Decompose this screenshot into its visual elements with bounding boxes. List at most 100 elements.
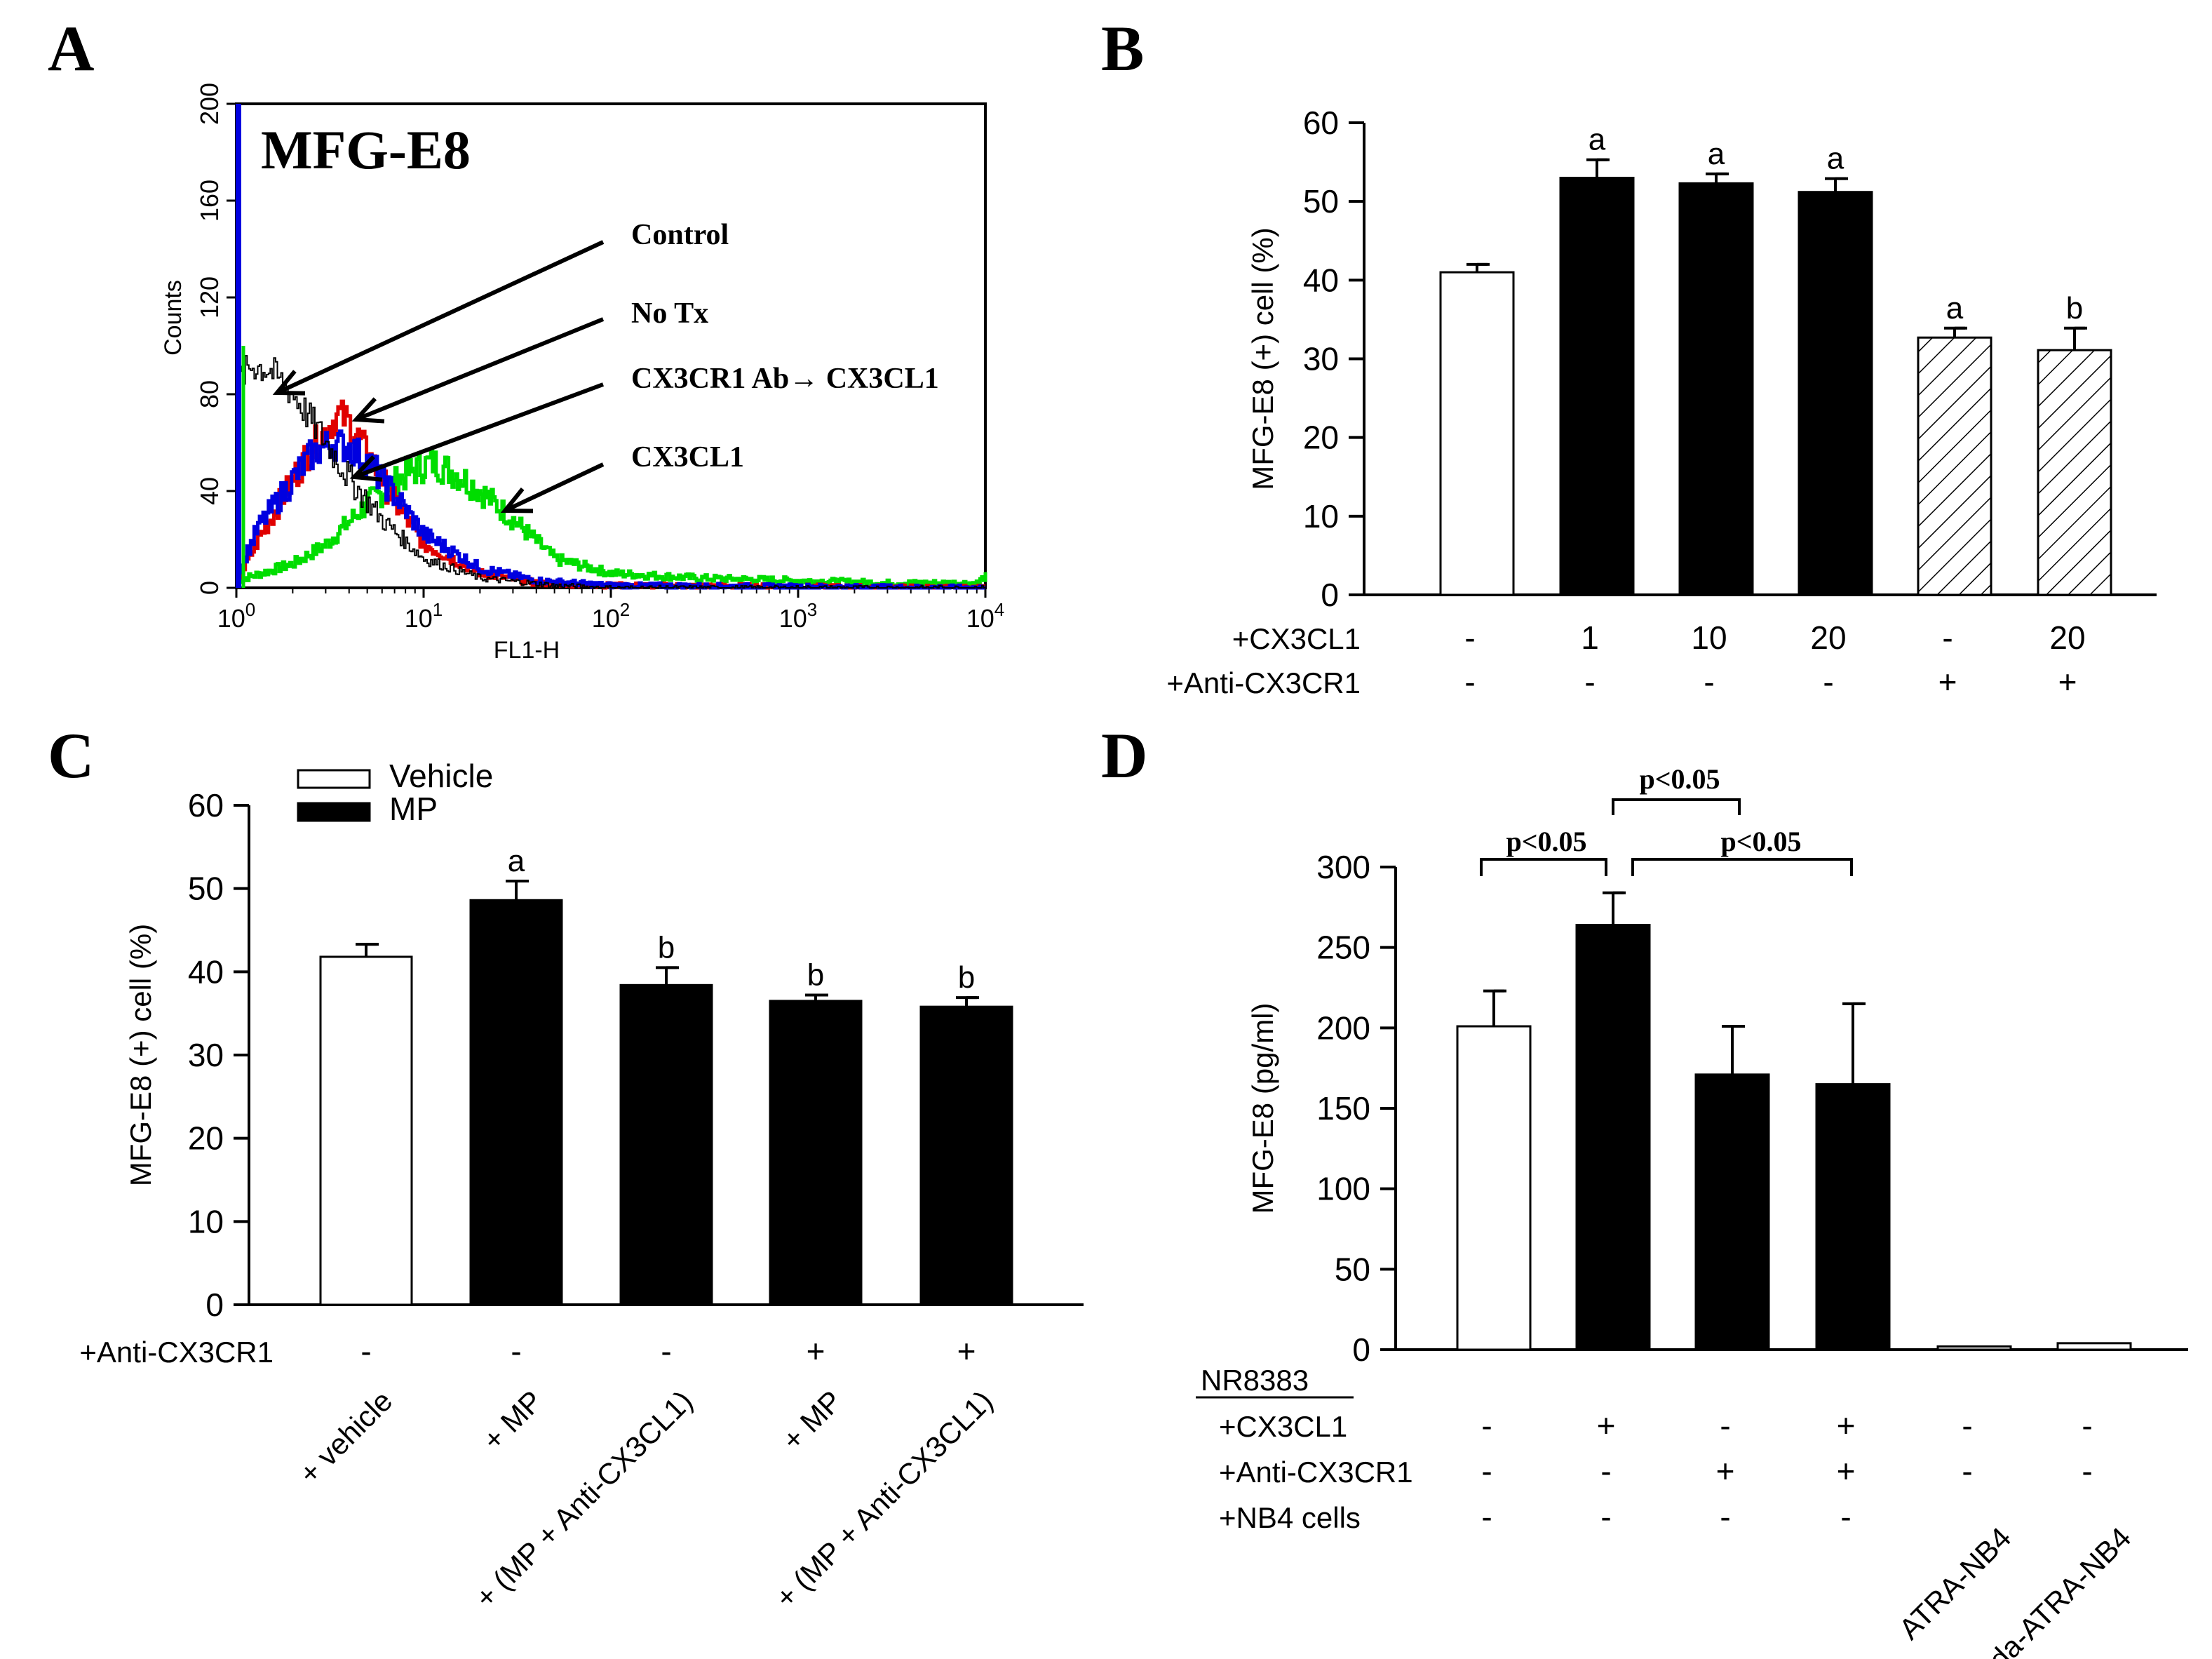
row-value: + — [1938, 664, 1957, 700]
bar-3 — [769, 1000, 863, 1306]
bar-0 — [319, 955, 413, 1306]
annotation-label-1: No Tx — [631, 297, 708, 330]
y-tick-label: 150 — [1316, 1090, 1370, 1127]
annotation-arrow-3 — [504, 462, 605, 513]
y-axis-label: Counts — [160, 280, 187, 356]
legend-swatch-1 — [297, 802, 371, 822]
x-tick-label: 103 — [779, 599, 818, 633]
y-tick-label: 0 — [1352, 1331, 1370, 1368]
group-label: NR8383 — [1201, 1364, 1309, 1397]
significance-label-3: a — [1827, 142, 1845, 176]
row-value: 10 — [1691, 619, 1727, 656]
row-value: - — [1840, 1498, 1851, 1535]
row-value: - — [511, 1333, 521, 1369]
y-tick-label: 0 — [1321, 577, 1339, 613]
annotation-arrowhead-1 — [351, 397, 385, 424]
category-label-4: ATRA-NB4 — [1892, 1521, 2017, 1646]
annotation-arrow-2 — [353, 382, 605, 479]
significance-label-4: a — [1946, 291, 1964, 325]
x-axis-label: FL1-H — [494, 637, 560, 664]
category-label-0: + vehicle — [292, 1384, 398, 1490]
row-value: 20 — [1810, 619, 1846, 656]
bracket-0 — [1480, 858, 1607, 876]
row-label-1: +Anti-CX3CR1 — [1166, 666, 1361, 699]
y-tick-label: 200 — [195, 83, 224, 125]
row-value: - — [1600, 1498, 1611, 1535]
row-value: - — [661, 1333, 671, 1369]
panel-b-bar-chart: 0 10 20 30 40 50 60 MFG-E8 (+) cell (%) a a a a b +CX… — [1166, 105, 2157, 700]
row-value: - — [1481, 1453, 1492, 1489]
panel-letter-b: B — [1101, 13, 1144, 84]
row-value: - — [1481, 1407, 1492, 1444]
significance-label-1: a — [508, 844, 525, 878]
x-tick-label: 102 — [592, 599, 630, 633]
bar-5 — [2056, 1342, 2132, 1351]
bar-1 — [1575, 924, 1651, 1351]
row-value: + — [1837, 1453, 1856, 1489]
panel-c-bar-chart: 0 10 20 30 40 50 60 MFG-E8 (+) cell (%) a b b b Vehi… — [79, 758, 1084, 1614]
histogram-series-0 — [236, 355, 985, 589]
y-tick-label: 50 — [1335, 1251, 1370, 1287]
histogram-title: MFG-E8 — [261, 119, 471, 180]
bar-4 — [1936, 1345, 2012, 1351]
row-value: - — [1481, 1498, 1492, 1535]
y-tick-label: 30 — [188, 1037, 224, 1073]
row-value: + — [957, 1333, 976, 1369]
significance-label-3: b — [807, 958, 824, 993]
y-tick-label: 50 — [188, 871, 224, 907]
y-tick-label: 200 — [1316, 1009, 1370, 1046]
row-value: + — [1837, 1407, 1856, 1444]
bar-5 — [2037, 349, 2112, 596]
row-value: - — [1823, 664, 1833, 700]
row-value: - — [2082, 1407, 2092, 1444]
annotation-arrow-1 — [355, 317, 605, 422]
row-value: - — [1962, 1407, 1972, 1444]
y-tick-label: 50 — [1303, 183, 1339, 220]
row-value: - — [1720, 1498, 1730, 1535]
y-tick-label: 40 — [1303, 262, 1339, 298]
category-label-1: + MP — [476, 1384, 548, 1456]
annotation-label-2: CX3CR1 Ab→ CX3CL1 — [631, 363, 939, 395]
histogram-series-1 — [236, 399, 985, 590]
y-tick-label: 10 — [1303, 498, 1339, 535]
row-value: - — [2082, 1453, 2092, 1489]
legend-swatch-0 — [297, 769, 371, 789]
bracket-1 — [1631, 858, 1853, 876]
annotation-arrowhead-3 — [500, 488, 534, 513]
bar-4 — [1917, 336, 1992, 596]
row-value: 20 — [2049, 619, 2085, 656]
bar-0 — [1456, 1025, 1532, 1351]
row-value: + — [807, 1333, 825, 1369]
bar-3 — [1815, 1083, 1891, 1351]
row-label-2: +NB4 cells — [1219, 1501, 1361, 1534]
legend-label-0: Vehicle — [389, 758, 493, 794]
bar-1 — [469, 899, 563, 1306]
bracket-label-2: p<0.05 — [1639, 763, 1720, 795]
x-tick-label: 101 — [405, 599, 443, 633]
panel-d-bar-chart: 0 50 100 150 200 250 300 MFG-E8 (pg/ml) NR8383 +C… — [1196, 763, 2188, 1659]
row-value: - — [1720, 1407, 1730, 1444]
legend-label-1: MP — [389, 791, 438, 827]
row-value: 1 — [1581, 619, 1599, 656]
y-tick-label: 300 — [1316, 849, 1370, 885]
significance-label-1: a — [1589, 123, 1606, 157]
y-tick-label: 40 — [188, 953, 224, 990]
category-label-3: + MP — [776, 1384, 848, 1456]
row-value: + — [2058, 664, 2077, 700]
significance-label-5: b — [2066, 291, 2083, 325]
y-tick-label: 40 — [195, 477, 224, 505]
row-value: - — [1704, 664, 1714, 700]
y-tick-label: 0 — [195, 581, 224, 595]
row-value: - — [1464, 619, 1475, 656]
y-tick-label: 0 — [205, 1287, 224, 1323]
row-label-0: +Anti-CX3CR1 — [79, 1336, 274, 1369]
row-value: + — [1597, 1407, 1616, 1444]
y-tick-label: 60 — [1303, 105, 1339, 141]
y-tick-label: 120 — [195, 276, 224, 318]
bracket-2 — [1612, 798, 1741, 815]
panel-a-flow-histogram: 0 40 80 120 160 200 100 101 102 103 104 FL1-H Counts… — [160, 83, 1004, 664]
y-tick-label: 80 — [195, 380, 224, 408]
row-label-0: +CX3CL1 — [1219, 1410, 1347, 1443]
y-tick-label: 30 — [1303, 341, 1339, 377]
